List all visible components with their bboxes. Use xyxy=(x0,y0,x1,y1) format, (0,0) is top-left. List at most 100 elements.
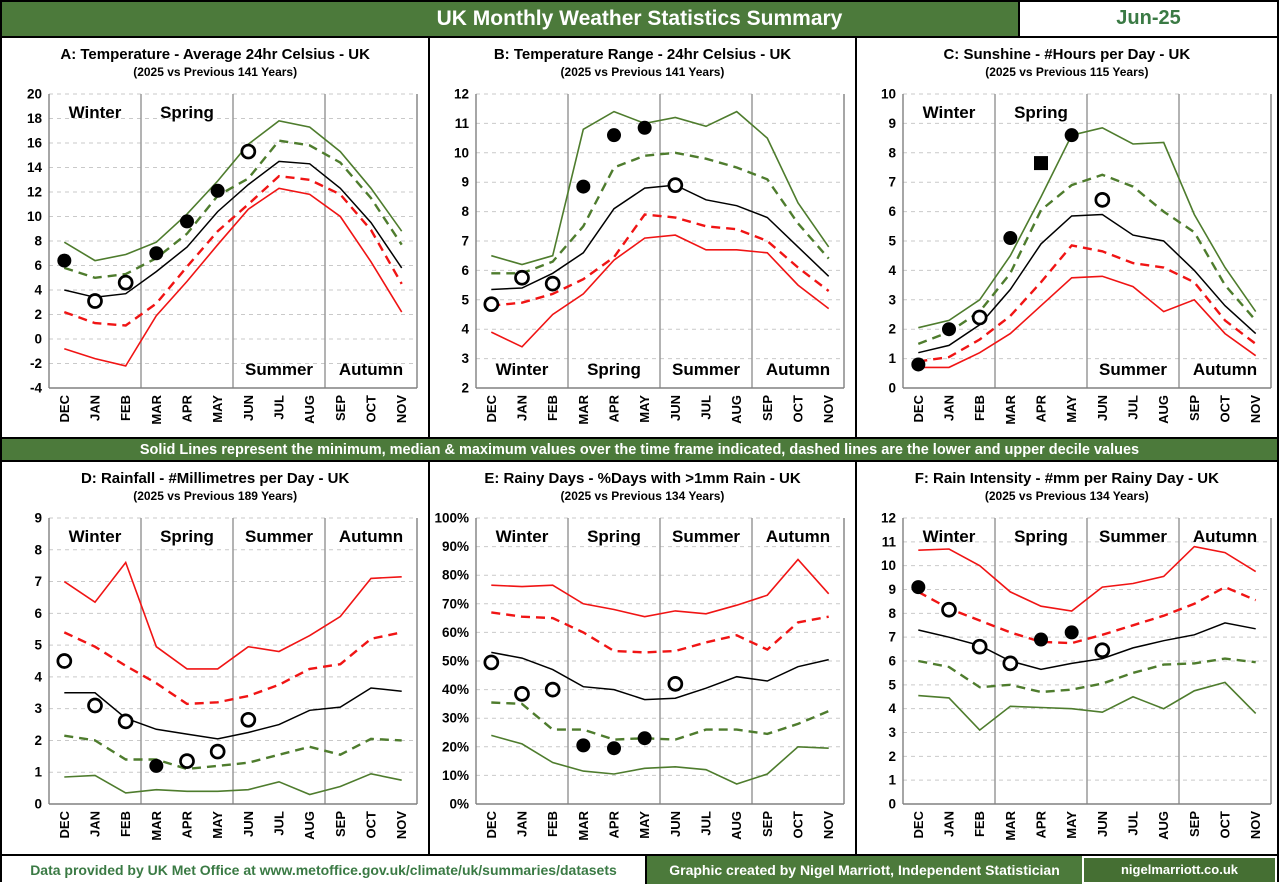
x-tick-label: APR xyxy=(1033,810,1048,838)
y-tick-label: 2 xyxy=(462,381,470,396)
x-tick-label: NOV xyxy=(1248,395,1263,424)
x-tick-label: MAR xyxy=(1002,394,1017,424)
y-tick-label: 9 xyxy=(888,582,896,597)
point-2025-jan-open-circle xyxy=(87,697,104,714)
point-2025-may-filled-circle xyxy=(1064,128,1079,143)
chart-panel-d: D: Rainfall - #Millimetres per Day - UK … xyxy=(2,462,428,854)
chart-title: C: Sunshine - #Hours per Day - UK xyxy=(943,46,1191,63)
series-lower-decile xyxy=(491,213,830,307)
y-tick-label: 5 xyxy=(888,677,896,692)
x-tick-label: APR xyxy=(1033,394,1048,422)
y-tick-label: 11 xyxy=(455,116,470,131)
y-tick-label: 0 xyxy=(35,797,43,812)
x-tick-label: MAY xyxy=(210,811,225,839)
x-tick-label: FEB xyxy=(972,395,987,421)
y-tick-label: 1 xyxy=(888,773,896,788)
chart-subtitle: (2025 vs Previous 134 Years) xyxy=(560,489,725,503)
x-tick-label: AUG xyxy=(730,811,745,840)
x-tick-label: APR xyxy=(180,394,195,422)
x-tick-label: APR xyxy=(607,810,622,838)
y-tick-label: 4 xyxy=(888,263,896,278)
x-tick-label: AUG xyxy=(302,811,317,840)
season-label: Summer xyxy=(672,527,740,546)
x-tick-label: NOV xyxy=(822,395,837,424)
x-tick-label: AUG xyxy=(1156,811,1171,840)
point-2025-mar-filled-circle xyxy=(149,246,164,261)
x-tick-label: DEC xyxy=(57,394,72,422)
x-tick-label: NOV xyxy=(822,811,837,840)
x-tick-label: SEP xyxy=(333,395,348,421)
y-tick-label: 4 xyxy=(35,669,43,684)
y-tick-label: 60% xyxy=(442,625,469,640)
series-maximum xyxy=(917,126,1257,329)
point-2025-feb-open-circle xyxy=(117,713,134,730)
point-2025-mar-open-circle xyxy=(1002,655,1018,672)
chart-svg-d: 9 8 7 6 5 4 3 2 1 0 Winter Spring Summer Autumn DEC JAN… xyxy=(35,511,418,841)
chart-title: D: Rainfall - #Millimetres per Day - UK xyxy=(80,470,350,487)
x-tick-label: JAN xyxy=(515,811,530,837)
chart-title: B: Temperature Range - 24hr Celsius - UK xyxy=(493,46,792,63)
point-2025-mar-filled-circle xyxy=(576,738,591,753)
point-2025-apr-open-circle xyxy=(179,753,196,769)
y-tick-label: 3 xyxy=(888,725,896,740)
x-tick-label: MAR xyxy=(149,810,164,840)
x-tick-label: NOV xyxy=(1248,811,1263,840)
x-tick-label: MAR xyxy=(1002,810,1017,840)
season-label: Summer xyxy=(245,527,313,546)
legend-note: Solid Lines represent the minimum, media… xyxy=(2,437,1277,462)
season-label: Spring xyxy=(588,360,642,379)
season-label: Winter xyxy=(496,360,549,379)
chart-title: A: Temperature - Average 24hr Celsius - … xyxy=(60,46,370,63)
point-2025-apr-filled-square xyxy=(1033,156,1048,171)
y-tick-label: 3 xyxy=(888,292,896,307)
y-tick-label: 7 xyxy=(888,630,896,645)
series-lower-decile xyxy=(491,701,830,741)
x-tick-label: SEP xyxy=(333,811,348,837)
footer-source: Data provided by UK Met Office at www.me… xyxy=(2,856,645,884)
series-maximum xyxy=(491,110,830,266)
series-minimum xyxy=(64,772,403,796)
series-maximum xyxy=(917,545,1256,612)
y-tick-label: 10 xyxy=(27,209,42,224)
x-tick-label: MAR xyxy=(576,810,591,840)
season-label: Winter xyxy=(69,527,122,546)
x-tick-label: FEB xyxy=(546,395,561,421)
series-minimum xyxy=(917,275,1256,369)
x-tick-label: JUL xyxy=(699,395,714,420)
x-tick-label: DEC xyxy=(57,810,72,838)
y-tick-label: 5 xyxy=(462,292,470,307)
season-label: Winter xyxy=(922,527,975,546)
y-tick-label: 3 xyxy=(35,701,43,716)
y-tick-label: 2 xyxy=(35,733,43,748)
series-lower-decile xyxy=(917,244,1257,363)
y-tick-label: 0% xyxy=(450,797,470,812)
series-upper-decile xyxy=(63,631,403,706)
y-tick-label: 12 xyxy=(881,511,896,526)
y-tick-label: 6 xyxy=(35,258,43,273)
y-tick-label: 10 xyxy=(454,145,469,160)
chart-subtitle: (2025 vs Previous 189 Years) xyxy=(133,489,298,503)
season-label: Autumn xyxy=(339,360,403,379)
point-2025-jun-open-circle xyxy=(1094,642,1110,659)
series-median xyxy=(491,184,830,291)
x-tick-label: DEC xyxy=(910,810,925,838)
x-tick-label: JUL xyxy=(699,811,714,836)
point-2025-may-filled-circle xyxy=(1064,625,1079,640)
y-tick-label: 1 xyxy=(35,765,43,780)
season-label: Summer xyxy=(672,360,740,379)
point-2025-feb-open-circle xyxy=(971,638,988,655)
y-tick-label: 30% xyxy=(442,711,469,726)
charts-row-top: A: Temperature - Average 24hr Celsius - … xyxy=(2,38,1277,437)
season-label: Winter xyxy=(922,103,975,122)
series-maximum xyxy=(491,558,830,618)
x-tick-label: AUG xyxy=(302,395,317,424)
chart-canvas: 20 18 16 14 12 10 8 6 4 2 0 -2 -4 Winter Spring Summer A… xyxy=(2,86,428,437)
x-tick-label: JUN xyxy=(241,395,256,421)
point-2025-jun-open-circle xyxy=(240,711,257,728)
point-2025-jan-open-circle xyxy=(940,601,957,618)
x-tick-label: JUL xyxy=(1125,395,1140,420)
series-lower-decile xyxy=(64,174,403,327)
y-tick-label: 2 xyxy=(888,322,896,337)
